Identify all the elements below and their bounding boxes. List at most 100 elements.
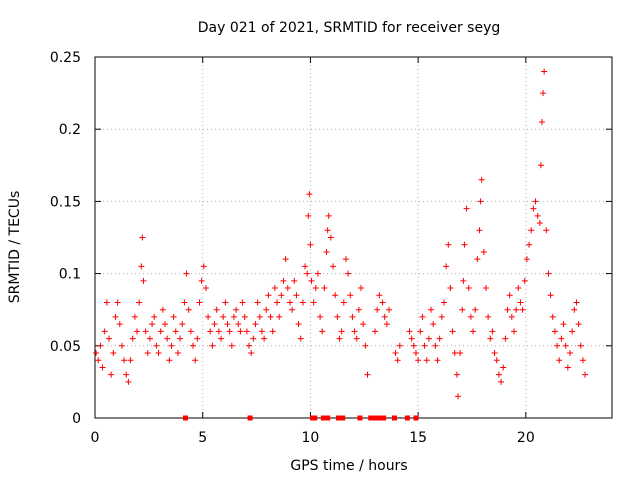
- zero-marker: [335, 415, 341, 421]
- data-point: [246, 342, 253, 349]
- y-tick-label: 0.2: [59, 122, 81, 138]
- data-point: [463, 205, 470, 212]
- data-point: [336, 335, 343, 342]
- data-point: [269, 328, 276, 335]
- data-point: [190, 342, 197, 349]
- data-point: [502, 335, 509, 342]
- data-point: [170, 313, 177, 320]
- data-point: [334, 313, 341, 320]
- y-tick-label: 0.15: [50, 194, 81, 210]
- data-point: [321, 285, 328, 292]
- data-point: [461, 241, 468, 248]
- data-point: [342, 256, 349, 263]
- data-point: [194, 335, 201, 342]
- data-point: [374, 306, 381, 313]
- data-point: [340, 299, 347, 306]
- data-point: [423, 357, 430, 364]
- zero-marker: [340, 415, 346, 421]
- chart-title: Day 021 of 2021, SRMTID for receiver sey…: [198, 20, 501, 36]
- data-point: [187, 328, 194, 335]
- data-point: [510, 328, 517, 335]
- data-point: [164, 335, 171, 342]
- data-point: [250, 335, 257, 342]
- data-point: [146, 335, 153, 342]
- data-point: [386, 306, 393, 313]
- data-point: [224, 321, 231, 328]
- data-point: [392, 350, 399, 357]
- data-point: [547, 292, 554, 299]
- data-point: [202, 285, 209, 292]
- x-tick-label: 5: [198, 430, 207, 446]
- zero-marker: [182, 415, 188, 421]
- data-point: [172, 328, 179, 335]
- data-point: [289, 306, 296, 313]
- data-point: [412, 350, 419, 357]
- data-point: [327, 234, 334, 241]
- data-point: [140, 277, 147, 284]
- data-point: [425, 335, 432, 342]
- data-point: [317, 313, 324, 320]
- data-point: [498, 378, 505, 385]
- data-point: [280, 277, 287, 284]
- data-point: [470, 328, 477, 335]
- data-point: [114, 299, 121, 306]
- data-point: [500, 364, 507, 371]
- data-point: [305, 212, 312, 219]
- data-point: [297, 335, 304, 342]
- data-point: [540, 90, 547, 97]
- data-point: [230, 313, 237, 320]
- data-point: [451, 350, 458, 357]
- data-point: [582, 371, 589, 378]
- data-point: [307, 241, 314, 248]
- data-point: [440, 299, 447, 306]
- data-point: [577, 342, 584, 349]
- y-tick-label: 0.1: [59, 267, 81, 283]
- data-point: [489, 328, 496, 335]
- data-point: [560, 321, 567, 328]
- data-point: [153, 342, 160, 349]
- data-point: [136, 299, 143, 306]
- data-point: [179, 321, 186, 328]
- data-point: [125, 378, 132, 385]
- data-point: [534, 212, 541, 219]
- data-point: [265, 292, 272, 299]
- data-point: [478, 176, 485, 183]
- x-tick-label: 0: [91, 430, 100, 446]
- data-point: [198, 277, 205, 284]
- zero-marker: [320, 415, 326, 421]
- data-point: [474, 256, 481, 263]
- data-point: [291, 277, 298, 284]
- data-point: [306, 191, 313, 198]
- data-point: [554, 342, 561, 349]
- data-point: [358, 285, 365, 292]
- zero-marker: [404, 415, 410, 421]
- data-point: [379, 299, 386, 306]
- data-point: [449, 328, 456, 335]
- data-point: [408, 335, 415, 342]
- zero-marker: [391, 415, 397, 421]
- data-point: [349, 313, 356, 320]
- data-point: [284, 285, 291, 292]
- data-point: [421, 342, 428, 349]
- data-point: [476, 227, 483, 234]
- data-point: [129, 335, 136, 342]
- data-point: [134, 328, 141, 335]
- data-point: [436, 335, 443, 342]
- data-point: [138, 263, 145, 270]
- data-point: [93, 350, 100, 357]
- plot-frame: [94, 56, 613, 419]
- data-point: [155, 350, 162, 357]
- data-point: [453, 371, 460, 378]
- data-point: [139, 234, 146, 241]
- data-point: [256, 313, 263, 320]
- data-point: [276, 313, 283, 320]
- data-point: [101, 328, 108, 335]
- data-point: [508, 313, 515, 320]
- data-point: [159, 306, 166, 313]
- zero-marker: [413, 415, 419, 421]
- data-point: [443, 263, 450, 270]
- data-point: [123, 371, 130, 378]
- x-tick-label: 15: [409, 430, 427, 446]
- grid-layer: [95, 57, 612, 418]
